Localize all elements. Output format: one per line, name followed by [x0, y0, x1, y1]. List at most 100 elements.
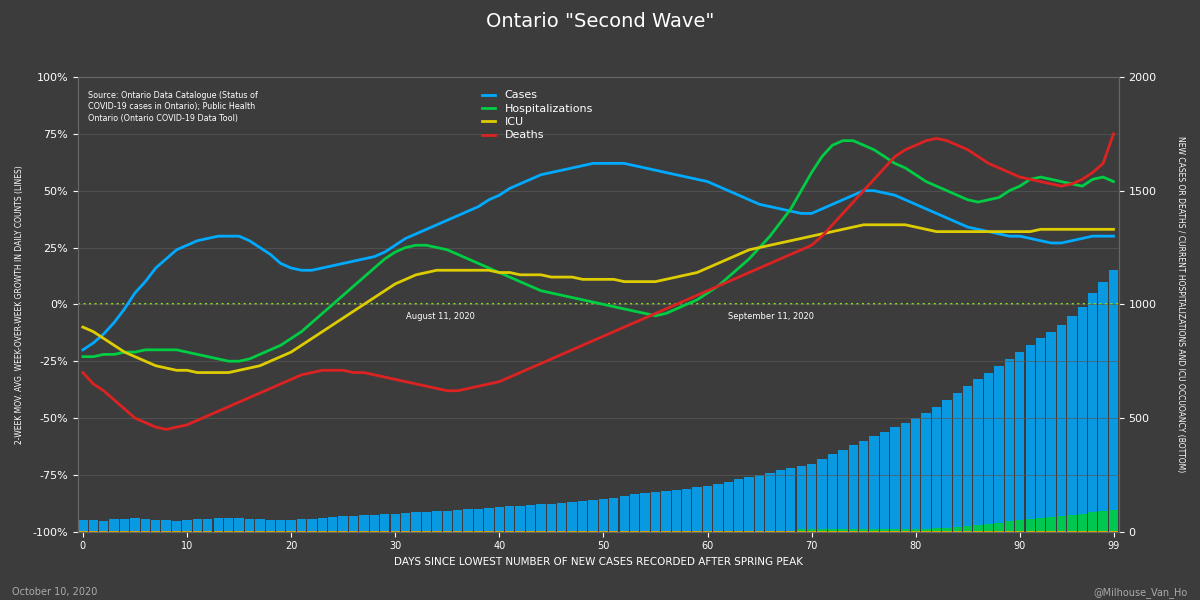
Bar — [1057, 516, 1066, 532]
Bar — [599, 530, 608, 532]
Bar — [1036, 338, 1045, 532]
Bar — [610, 530, 618, 532]
Bar — [203, 518, 212, 532]
Bar — [463, 531, 473, 532]
Bar — [942, 531, 952, 532]
Bar — [494, 531, 504, 532]
Bar — [547, 531, 556, 532]
Bar — [744, 531, 754, 532]
Bar — [734, 530, 744, 532]
Bar — [162, 530, 170, 532]
Bar — [911, 531, 920, 532]
Bar — [1067, 531, 1076, 532]
Bar — [140, 519, 150, 532]
Bar — [1036, 518, 1045, 532]
Bar — [650, 530, 660, 532]
Bar — [390, 530, 400, 532]
Bar — [505, 506, 515, 532]
Bar — [755, 530, 764, 532]
Bar — [1109, 531, 1118, 532]
Bar — [1004, 359, 1014, 532]
Bar — [692, 487, 702, 532]
Bar — [1015, 352, 1025, 532]
Bar — [245, 518, 254, 532]
Bar — [1046, 332, 1056, 532]
Bar — [100, 531, 108, 532]
Bar — [265, 530, 275, 532]
Bar — [984, 524, 994, 532]
Bar — [703, 486, 712, 532]
Bar — [682, 530, 691, 532]
Bar — [443, 511, 452, 532]
Bar — [89, 520, 98, 532]
Bar — [1015, 520, 1025, 532]
Bar — [1088, 531, 1097, 532]
Bar — [578, 530, 587, 532]
Bar — [151, 520, 161, 532]
Bar — [588, 530, 598, 532]
Bar — [610, 531, 618, 532]
Bar — [328, 530, 337, 532]
Bar — [797, 466, 806, 532]
Bar — [109, 531, 119, 532]
Bar — [848, 529, 858, 532]
Bar — [964, 531, 972, 532]
Bar — [766, 473, 775, 532]
Bar — [557, 530, 566, 532]
Bar — [880, 431, 889, 532]
Bar — [214, 518, 223, 532]
Y-axis label: 2-WEEK MOV. AVG. WEEK-OVER-WEEK GROWTH IN DAILY COUNTS (LINES): 2-WEEK MOV. AVG. WEEK-OVER-WEEK GROWTH I… — [14, 165, 24, 444]
X-axis label: DAYS SINCE LOWEST NUMBER OF NEW CASES RECORDED AFTER SPRING PEAK: DAYS SINCE LOWEST NUMBER OF NEW CASES RE… — [394, 557, 803, 567]
Bar — [786, 530, 796, 532]
Bar — [1088, 293, 1097, 532]
Bar — [1098, 281, 1108, 532]
Bar — [661, 530, 671, 532]
Bar — [526, 505, 535, 532]
Bar — [412, 530, 421, 532]
Bar — [703, 530, 712, 532]
Bar — [516, 530, 524, 532]
Bar — [172, 521, 181, 532]
Bar — [505, 530, 515, 532]
Bar — [1078, 531, 1087, 532]
Text: Ontario "Second Wave": Ontario "Second Wave" — [486, 12, 714, 31]
Bar — [838, 531, 847, 532]
Bar — [1026, 519, 1034, 532]
Bar — [328, 531, 337, 532]
Bar — [328, 517, 337, 532]
Bar — [911, 418, 920, 532]
Bar — [890, 427, 900, 532]
Bar — [922, 413, 931, 532]
Bar — [494, 530, 504, 532]
Bar — [214, 530, 223, 532]
Bar — [1109, 510, 1118, 532]
Bar — [630, 531, 640, 532]
Bar — [1015, 531, 1025, 532]
Bar — [452, 531, 462, 532]
Bar — [421, 530, 431, 532]
Bar — [953, 531, 962, 532]
Bar — [786, 531, 796, 532]
Bar — [401, 530, 410, 532]
Bar — [287, 520, 295, 532]
Bar — [380, 530, 390, 532]
Bar — [131, 531, 139, 532]
Bar — [463, 530, 473, 532]
Bar — [619, 496, 629, 532]
Bar — [151, 531, 161, 532]
Bar — [859, 441, 869, 532]
Bar — [641, 531, 649, 532]
Bar — [744, 477, 754, 532]
Y-axis label: NEW CASES OR DEATHS / CURRENT HOSPITALIZATIONS AND ICU OCCUOANCY (BOTTOM): NEW CASES OR DEATHS / CURRENT HOSPITALIZ… — [1176, 136, 1186, 472]
Bar — [880, 531, 889, 532]
Bar — [307, 518, 317, 532]
Bar — [307, 531, 317, 532]
Bar — [766, 530, 775, 532]
Bar — [942, 529, 952, 532]
Bar — [953, 393, 962, 532]
Bar — [734, 479, 744, 532]
Bar — [806, 464, 816, 532]
Bar — [359, 531, 368, 532]
Bar — [682, 531, 691, 532]
Bar — [942, 400, 952, 532]
